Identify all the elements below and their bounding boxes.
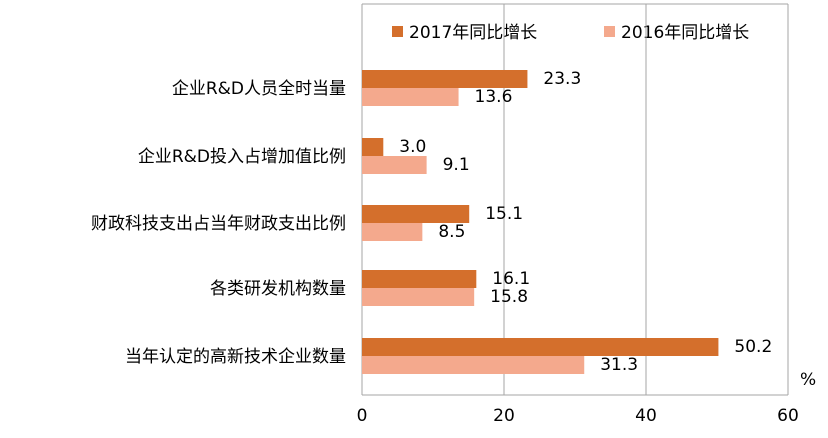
bar-series1-3 (362, 288, 475, 306)
x-tick-label-3: 60 (777, 406, 799, 426)
bar-series1-0 (362, 88, 459, 106)
bar-series0-1 (362, 138, 384, 156)
data-label-series0-3: 16.1 (492, 269, 530, 289)
category-label-2: 财政科技支出占当年财政支出比例 (91, 214, 346, 234)
bars (362, 70, 719, 374)
bar-series1-4 (362, 356, 585, 374)
data-label-series1-4: 31.3 (600, 355, 638, 375)
bar-series0-4 (362, 338, 719, 356)
legend-swatch-0 (392, 26, 403, 37)
category-label-4: 当年认定的高新技术企业数量 (125, 347, 346, 367)
bar-series0-2 (362, 205, 470, 223)
x-tick-label-2: 40 (635, 406, 657, 426)
unit-label: % (800, 370, 816, 390)
bar-series0-0 (362, 70, 528, 88)
legend-swatch-1 (604, 26, 615, 37)
data-label-series1-0: 13.6 (475, 87, 513, 107)
data-label-series1-2: 8.5 (438, 222, 465, 242)
x-tick-label-1: 20 (493, 406, 515, 426)
data-label-series0-2: 15.1 (485, 204, 523, 224)
x-tick-label-0: 0 (357, 406, 368, 426)
gridlines (361, 3, 789, 396)
data-label-series1-3: 15.8 (490, 287, 528, 307)
data-label-series0-0: 23.3 (543, 69, 581, 89)
data-labels: 23.3 13.6 3.0 9.1 15.1 8.5 16.115.8 50.2 31.3 (399, 69, 772, 375)
category-label-3: 各类研发机构数量 (210, 279, 346, 299)
bar-series1-2 (362, 223, 423, 241)
data-label-series1-1: 9.1 (443, 155, 470, 175)
legend-label-1: 2016年同比增长 (621, 23, 749, 43)
bar-series1-1 (362, 156, 427, 174)
legend: 2017年同比增长 2016年同比增长 (392, 23, 749, 43)
data-label-series0-4: 50.2 (734, 337, 772, 357)
bar-series0-3 (362, 270, 477, 288)
category-label-1: 企业R&D投入占增加值比例 (138, 147, 346, 167)
legend-label-0: 2017年同比增长 (409, 23, 537, 43)
x-axis-ticks: 0 20 40 60 (357, 406, 799, 426)
data-label-series0-1: 3.0 (399, 137, 426, 157)
category-labels: 企业R&D人员全时当量企业R&D投入占增加值比例财政科技支出占当年财政支出比例各… (91, 79, 346, 367)
category-label-0: 企业R&D人员全时当量 (172, 79, 346, 99)
